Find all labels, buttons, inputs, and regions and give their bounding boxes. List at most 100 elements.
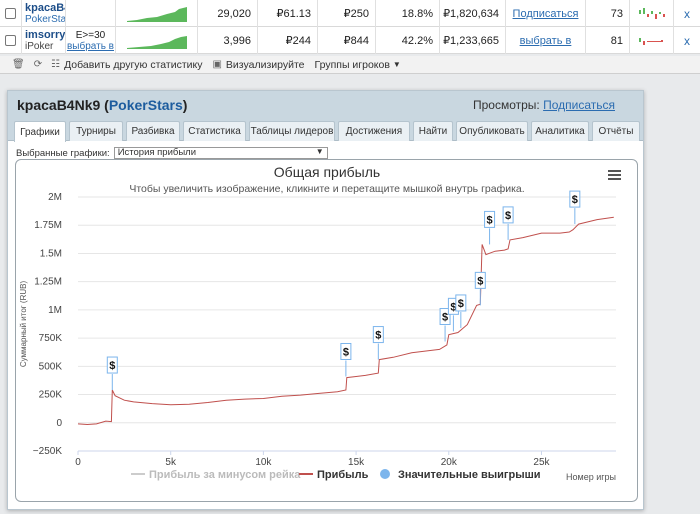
views-label: Просмотры:	[472, 98, 540, 112]
y-tick-label: 1.25M	[34, 277, 62, 288]
remove-cell: x	[674, 27, 700, 54]
roi-percent: 18.8%	[376, 0, 440, 27]
panel-header: kpacaB4Nk9 (PokerStars) Просмотры: Подпи…	[8, 91, 643, 119]
legend-swatch	[380, 469, 390, 479]
y-tick-label: 1.5M	[40, 248, 62, 259]
subscribe-link[interactable]: Подписаться	[543, 98, 615, 112]
chart-selector-label: Выбранные графики:	[16, 147, 110, 159]
filter-cell	[66, 0, 116, 27]
x-tick-label: 25k	[533, 457, 550, 468]
y-tick-label: 1.75M	[34, 220, 62, 231]
dollar-icon: $	[505, 210, 511, 222]
row-checkbox[interactable]	[0, 0, 22, 27]
mini-bar-icon	[638, 7, 665, 19]
sparkline-chart	[116, 0, 198, 27]
tab-7[interactable]: Найти	[413, 121, 453, 141]
tab-1[interactable]: Графики	[14, 121, 66, 142]
x-tick-label: 20k	[441, 457, 458, 468]
legend-item[interactable]: Прибыль	[317, 469, 369, 481]
chart-svg: Общая прибыль Чтобы увеличить изображение…	[19, 164, 621, 482]
visualize-label: Визуализируйте	[225, 58, 305, 71]
table-row: imsorry iPoker E>=30 выбрать в 3,996 ₽24…	[0, 27, 700, 54]
y-tick-label: 0	[56, 418, 62, 429]
big-win-marker	[106, 356, 118, 374]
player-room: PokerStar	[25, 13, 66, 25]
tab-4[interactable]: Статистика	[183, 121, 246, 141]
dollar-icon: $	[375, 330, 381, 342]
tab-2[interactable]: Турниры	[69, 121, 123, 141]
legend-item[interactable]: Значительные выигрыши	[398, 469, 541, 481]
add-stat-button[interactable]: ☷ Добавить другую статистику	[51, 59, 202, 71]
y-tick-label: −250K	[33, 446, 63, 457]
refresh-icon[interactable]: ⟳	[33, 59, 43, 70]
tab-9[interactable]: Аналитика	[531, 121, 589, 141]
chart-menu-icon[interactable]	[608, 170, 621, 180]
dollar-icon: $	[458, 298, 464, 310]
player-cell[interactable]: kpacaB4 PokerStar	[22, 0, 66, 27]
x-tick-label: 15k	[348, 457, 365, 468]
visualize-button[interactable]: ▣ Визуализируйте	[212, 59, 304, 71]
max-buyin: ₽844	[318, 27, 376, 54]
tab-8[interactable]: Опубликовать	[456, 121, 528, 141]
tab-6[interactable]: Достижения	[338, 121, 410, 141]
y-tick-label: 2M	[48, 192, 62, 203]
stats-table: kpacaB4 PokerStar 29,020 ₽61.13 ₽250 18.…	[0, 0, 700, 54]
player-groups-dropdown[interactable]: Группы игроков ▼	[315, 59, 401, 71]
games-count: 29,020	[198, 0, 258, 27]
games-count: 3,996	[198, 27, 258, 54]
sparkline-icon	[126, 35, 187, 49]
dollar-icon: $	[450, 301, 456, 313]
filter-text: E>=30	[75, 29, 106, 41]
remove-cell: x	[674, 0, 700, 27]
x-tick-label: 10k	[255, 457, 272, 468]
player-name[interactable]: imsorry	[25, 28, 66, 41]
add-stat-label: Добавить другую статистику	[64, 58, 203, 71]
chart-select[interactable]: История прибыли ▼	[113, 147, 328, 159]
dollar-icon: $	[487, 214, 493, 226]
tab-10[interactable]: Отчёты	[592, 121, 640, 141]
player-cell[interactable]: imsorry iPoker	[22, 27, 66, 54]
x-tick-label: 5k	[165, 457, 177, 468]
sparkline-icon	[126, 6, 187, 22]
player-name[interactable]: kpacaB4	[25, 1, 66, 14]
profit-chart[interactable]: Общая прибыль Чтобы увеличить изображение…	[15, 159, 638, 502]
player-room: iPoker	[25, 40, 54, 52]
tab-5[interactable]: Таблицы лидеров	[249, 121, 335, 141]
chevron-down-icon: ▼	[315, 147, 324, 156]
row-checkbox[interactable]	[0, 27, 22, 54]
subscribe-link[interactable]: Подписаться	[512, 7, 579, 20]
select-link-cell: выбрать в	[506, 27, 586, 54]
mini-bar-icon	[638, 37, 663, 45]
y-tick-label: 750K	[39, 333, 63, 344]
chart-select-value: История прибыли	[117, 147, 197, 158]
trash-icon[interactable]: 🗑	[12, 59, 25, 70]
chart-title: Общая прибыль	[274, 164, 380, 180]
big-win-marker	[502, 206, 514, 224]
select-link[interactable]: выбрать в	[519, 34, 572, 47]
total-profit: ₽1,233,665	[440, 27, 506, 54]
big-win-marker	[455, 294, 467, 312]
chart-selector-row: Выбранные графики: История прибыли ▼	[16, 147, 328, 159]
panel-room-link[interactable]: PokerStars	[108, 97, 183, 113]
score: 73	[586, 0, 630, 27]
x-axis-label: Номер игры	[566, 472, 616, 482]
big-win-marker	[569, 190, 581, 208]
table-row: kpacaB4 PokerStar 29,020 ₽61.13 ₽250 18.…	[0, 0, 700, 27]
sparkline-chart	[116, 27, 198, 54]
total-profit: ₽1,820,634	[440, 0, 506, 27]
subscribe-link-cell: Подписаться	[506, 0, 586, 27]
remove-row-button[interactable]: x	[684, 6, 690, 21]
filter-select-link[interactable]: выбрать в	[66, 40, 114, 52]
avg-buyin: ₽244	[258, 27, 318, 54]
dollar-icon: $	[442, 311, 448, 323]
groups-label: Группы игроков	[314, 58, 390, 71]
chevron-down-icon: ▼	[392, 60, 401, 69]
panel-title: kpacaB4Nk9 (PokerStars)	[17, 97, 188, 113]
score: 81	[586, 27, 630, 54]
legend-item[interactable]: Прибыль за минусом рейка	[149, 469, 301, 481]
panel-player-name: kpacaB4Nk9	[17, 97, 101, 113]
x-tick-label: 0	[75, 457, 81, 468]
views-area: Просмотры: Подписаться	[473, 98, 615, 112]
remove-row-button[interactable]: x	[684, 33, 690, 48]
tab-3[interactable]: Разбивка	[126, 121, 180, 141]
